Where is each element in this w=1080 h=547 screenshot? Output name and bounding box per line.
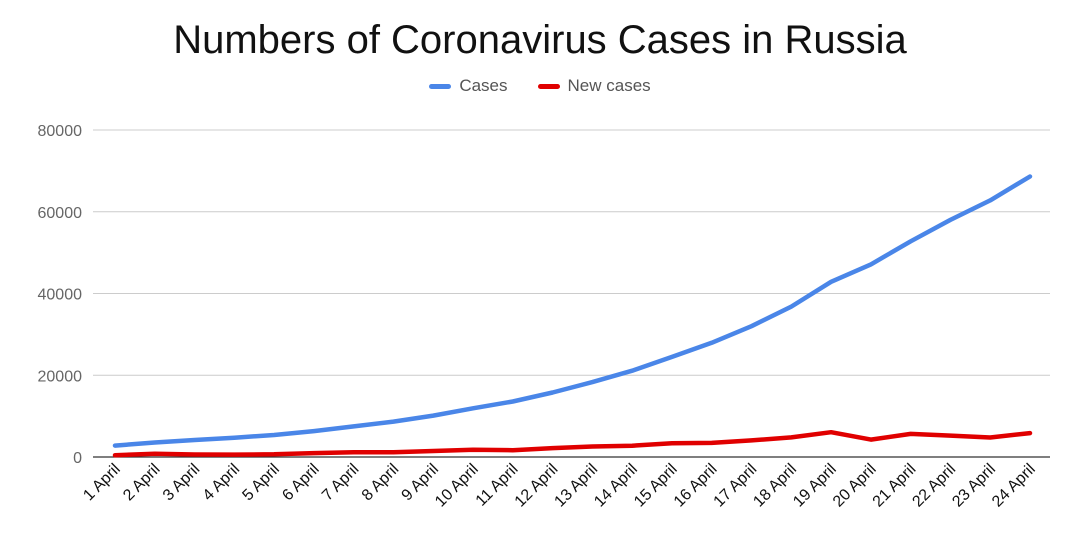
x-tick-label: 23 April bbox=[949, 461, 999, 511]
legend-swatch-new-cases bbox=[537, 83, 560, 89]
x-tick-label: 17 April bbox=[711, 461, 761, 511]
x-tick-label: 20 April bbox=[830, 461, 880, 511]
x-tick-label: 1 April bbox=[80, 461, 123, 504]
x-tick-label: 5 April bbox=[239, 461, 282, 504]
y-tick-label: 20000 bbox=[38, 368, 83, 385]
y-tick-label: 0 bbox=[73, 450, 82, 467]
x-tick-label: 18 April bbox=[750, 461, 800, 511]
legend-label-new-cases: New cases bbox=[567, 76, 651, 95]
x-tick-label: 22 April bbox=[910, 461, 960, 511]
x-tick-label: 2 April bbox=[120, 461, 163, 504]
y-tick-label: 80000 bbox=[38, 123, 83, 140]
chart-title: Numbers of Coronavirus Cases in Russia bbox=[173, 18, 907, 62]
legend-swatch-cases bbox=[429, 83, 452, 89]
x-tick-label: 12 April bbox=[512, 461, 562, 511]
series-line-new-cases bbox=[112, 429, 1033, 458]
y-tick-label: 60000 bbox=[38, 205, 83, 222]
x-tick-label: 14 April bbox=[591, 461, 641, 511]
x-tick-label: 8 April bbox=[359, 461, 402, 504]
legend-item-new-cases: New cases bbox=[537, 76, 651, 96]
x-tick-label: 4 April bbox=[200, 461, 243, 504]
series-line-cases bbox=[112, 174, 1033, 448]
y-tick-label: 40000 bbox=[38, 287, 83, 304]
x-tick-label: 10 April bbox=[432, 461, 482, 511]
x-tick-label: 3 April bbox=[160, 461, 203, 504]
x-tick-label: 16 April bbox=[671, 461, 721, 511]
x-tick-label: 6 April bbox=[279, 461, 322, 504]
x-tick-label: 7 April bbox=[319, 461, 362, 504]
x-tick-label: 24 April bbox=[989, 461, 1039, 511]
x-tick-label: 13 April bbox=[551, 461, 601, 511]
x-tick-label: 21 April bbox=[870, 461, 920, 511]
legend-item-cases: Cases bbox=[429, 76, 508, 96]
legend: Cases New cases bbox=[0, 76, 1080, 96]
x-tick-label: 19 April bbox=[790, 461, 840, 511]
x-tick-label: 15 April bbox=[631, 461, 681, 511]
legend-label-cases: Cases bbox=[459, 76, 508, 95]
